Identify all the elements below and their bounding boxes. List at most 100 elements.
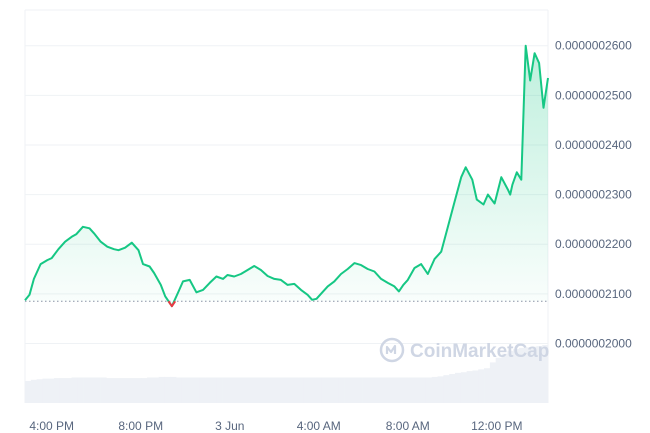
- volume-bar: [176, 377, 183, 403]
- volume-bar: [280, 377, 287, 403]
- x-tick-label: 4:00 PM: [29, 419, 74, 433]
- volume-bar: [48, 378, 55, 403]
- volume-bar: [524, 347, 531, 403]
- volume-bar: [106, 378, 113, 403]
- volume-bar: [292, 377, 299, 403]
- volume-bar: [478, 369, 485, 403]
- y-tick-label: 0.0000002500: [555, 88, 632, 102]
- volume-bar: [251, 377, 258, 403]
- y-axis: 0.0000002000 0.0000002100 0.0000002200 0.00…: [555, 39, 632, 351]
- volume-bar: [542, 345, 549, 403]
- volume-bar: [77, 377, 84, 403]
- volume-bar: [54, 378, 61, 403]
- volume-bar: [170, 376, 177, 403]
- volume-bar: [181, 377, 189, 403]
- volume-bar: [257, 377, 264, 403]
- volume-bar: [315, 377, 322, 403]
- price-line-down: [167, 300, 177, 308]
- volume-bar: [240, 377, 247, 403]
- volume-bar: [536, 346, 543, 403]
- price-area: [25, 45, 548, 307]
- volume-bar: [466, 371, 473, 403]
- volume-bar: [269, 377, 276, 403]
- volume-bar: [443, 375, 450, 403]
- price-line: [24, 44, 549, 308]
- volume-bar: [309, 377, 316, 403]
- volume-bar: [385, 377, 392, 403]
- volume-bar: [59, 378, 66, 403]
- volume-bar: [460, 372, 467, 403]
- volume-bar: [472, 370, 479, 403]
- volume-bar: [414, 377, 421, 403]
- volume-bar: [30, 379, 37, 403]
- volume-bar: [518, 347, 526, 403]
- volume-bar: [391, 377, 398, 403]
- volume-bar: [141, 378, 148, 403]
- volume-bar: [373, 377, 380, 403]
- volume-bar: [83, 377, 90, 403]
- volume-bar: [484, 368, 491, 403]
- y-tick-label: 0.0000002000: [555, 336, 632, 350]
- volume-bar: [356, 377, 363, 403]
- volume-bar: [367, 377, 374, 403]
- volume-bar: [338, 377, 345, 403]
- price-area-fill: [25, 45, 548, 307]
- y-tick-label: 0.0000002300: [555, 188, 632, 202]
- watermark-text: CoinMarketCap: [410, 341, 549, 362]
- volume-bar: [350, 377, 357, 403]
- volume-bar: [507, 350, 514, 403]
- y-tick-label: 0.0000002100: [555, 287, 632, 301]
- volume-bar: [489, 362, 496, 403]
- volume-bar: [501, 353, 508, 403]
- volume-bar: [228, 377, 235, 403]
- volume-bar: [379, 377, 386, 403]
- volume-bar: [449, 374, 456, 403]
- volume-bar: [25, 380, 32, 403]
- volume-bar: [332, 377, 340, 403]
- volume-bar: [210, 377, 218, 403]
- volume-bar: [117, 378, 125, 403]
- volume-bar: [425, 377, 433, 403]
- watermark: CoinMarketCap: [379, 337, 549, 363]
- volume-bar: [455, 372, 462, 403]
- volume-bar: [94, 377, 101, 403]
- volume-bar: [530, 346, 537, 403]
- x-tick-label: 8:00 AM: [386, 419, 430, 433]
- x-tick-label: 3 Jun: [215, 419, 244, 433]
- volume-bar: [303, 377, 311, 403]
- volume-bar: [112, 378, 119, 403]
- volume-bar: [321, 377, 328, 403]
- price-line-up: [24, 44, 549, 308]
- coinmarketcap-logo-icon: [379, 337, 405, 363]
- volume-bar: [88, 377, 96, 403]
- volume-bar: [222, 377, 229, 403]
- volume-bar: [164, 376, 171, 403]
- volume-bar: [135, 378, 142, 403]
- volume-bar: [123, 378, 130, 403]
- volume-bar: [327, 377, 334, 403]
- volume-bar: [286, 377, 293, 403]
- volume-bar: [152, 377, 159, 403]
- volume-bar: [396, 377, 404, 403]
- volume-bar: [100, 377, 107, 403]
- volume-bar: [234, 377, 241, 403]
- volume-bar: [245, 377, 252, 403]
- volume-bar: [36, 379, 43, 403]
- y-tick-label: 0.0000002200: [555, 237, 632, 251]
- volume-bar: [205, 377, 212, 403]
- volume-bar: [495, 357, 502, 403]
- volume-bar: [158, 376, 165, 403]
- y-tick-label: 0.0000002600: [555, 39, 632, 53]
- volume-bar: [274, 377, 281, 403]
- volume-bar: [298, 377, 305, 403]
- volume-bar: [129, 378, 136, 403]
- x-tick-label: 12:00 PM: [471, 419, 522, 433]
- x-tick-label: 4:00 AM: [297, 419, 341, 433]
- volume-bar: [187, 377, 194, 403]
- volume-bars: [25, 345, 549, 403]
- volume-bar: [147, 377, 154, 403]
- volume-bar: [193, 377, 200, 403]
- volume-bar: [263, 377, 270, 403]
- volume-bar: [42, 378, 49, 403]
